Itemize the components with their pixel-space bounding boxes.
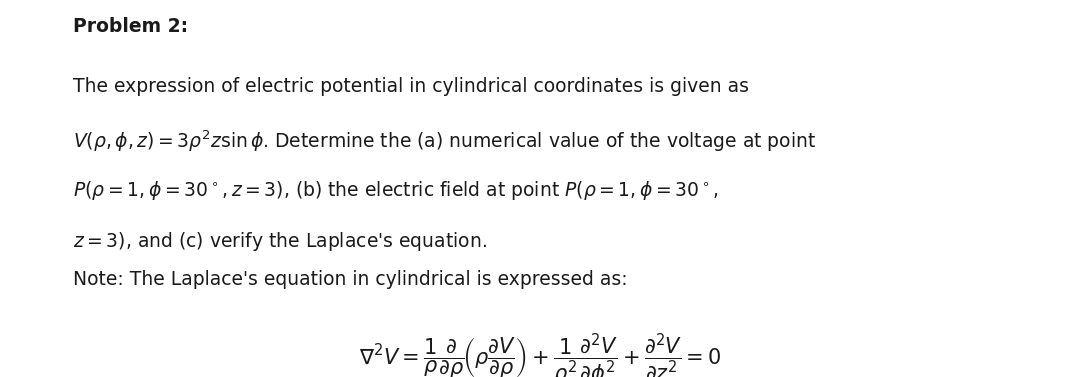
Text: Note: The Laplace's equation in cylindrical is expressed as:: Note: The Laplace's equation in cylindri… <box>73 270 629 288</box>
Text: $z = 3)$, and (c) verify the Laplace's equation.: $z = 3)$, and (c) verify the Laplace's e… <box>73 230 487 253</box>
Text: $\nabla^2 V = \dfrac{1}{\rho}\dfrac{\partial}{\partial\rho}\!\left(\rho\dfrac{\p: $\nabla^2 V = \dfrac{1}{\rho}\dfrac{\par… <box>359 332 721 377</box>
Text: $P(\rho = 1,\phi = 30^\circ,z = 3)$, (b) the electric field at point $P(\rho = 1: $P(\rho = 1,\phi = 30^\circ,z = 3)$, (b)… <box>73 179 719 202</box>
Text: Problem 2:: Problem 2: <box>73 17 189 36</box>
Text: $V(\rho,\phi,z) = 3\rho^2 z\sin\phi$. Determine the (a) numerical value of the v: $V(\rho,\phi,z) = 3\rho^2 z\sin\phi$. De… <box>73 128 816 154</box>
Text: The expression of electric potential in cylindrical coordinates is given as: The expression of electric potential in … <box>73 77 750 96</box>
